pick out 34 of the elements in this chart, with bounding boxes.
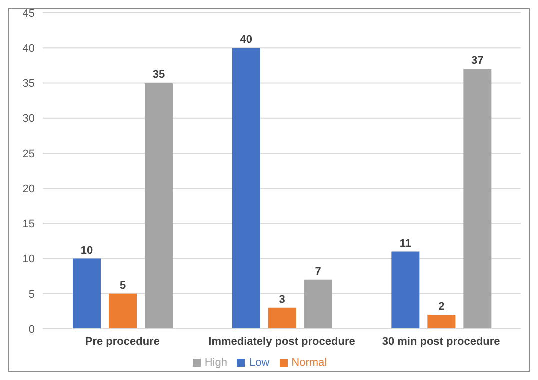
y-tick-label: 30 xyxy=(22,113,35,126)
bar xyxy=(232,48,260,329)
legend-label: High xyxy=(204,357,228,369)
bar xyxy=(464,69,492,329)
bar xyxy=(268,308,296,329)
bar xyxy=(145,83,173,329)
y-tick-label: 0 xyxy=(28,324,35,336)
data-label: 10 xyxy=(80,244,94,257)
data-label: 37 xyxy=(472,55,484,68)
bar xyxy=(304,280,332,329)
y-tick-label: 20 xyxy=(22,183,35,196)
y-tick-label: 15 xyxy=(22,218,35,231)
data-label: 2 xyxy=(438,300,445,313)
y-tick-label: 35 xyxy=(22,78,35,90)
y-tick-label: 25 xyxy=(22,148,35,160)
data-label: 11 xyxy=(400,238,412,250)
y-tick-label: 45 xyxy=(22,8,35,20)
bar xyxy=(392,252,420,329)
data-label: 35 xyxy=(152,69,166,82)
y-tick-label: 10 xyxy=(22,254,35,266)
bar xyxy=(73,258,101,329)
data-label: 3 xyxy=(279,294,286,306)
x-tick-label: Immediately post procedure xyxy=(208,336,356,348)
y-tick-label: 40 xyxy=(22,43,35,56)
bar xyxy=(109,294,137,329)
legend-label: Normal xyxy=(292,357,328,369)
data-label: 7 xyxy=(315,266,322,278)
x-tick-label: 30 min post procedure xyxy=(382,336,500,348)
bar xyxy=(428,314,456,329)
data-label: 5 xyxy=(120,280,126,292)
x-tick-label: Pre procedure xyxy=(85,336,160,348)
legend-label: Low xyxy=(249,357,270,369)
data-label: 40 xyxy=(240,34,252,46)
y-tick-label: 5 xyxy=(28,288,35,301)
